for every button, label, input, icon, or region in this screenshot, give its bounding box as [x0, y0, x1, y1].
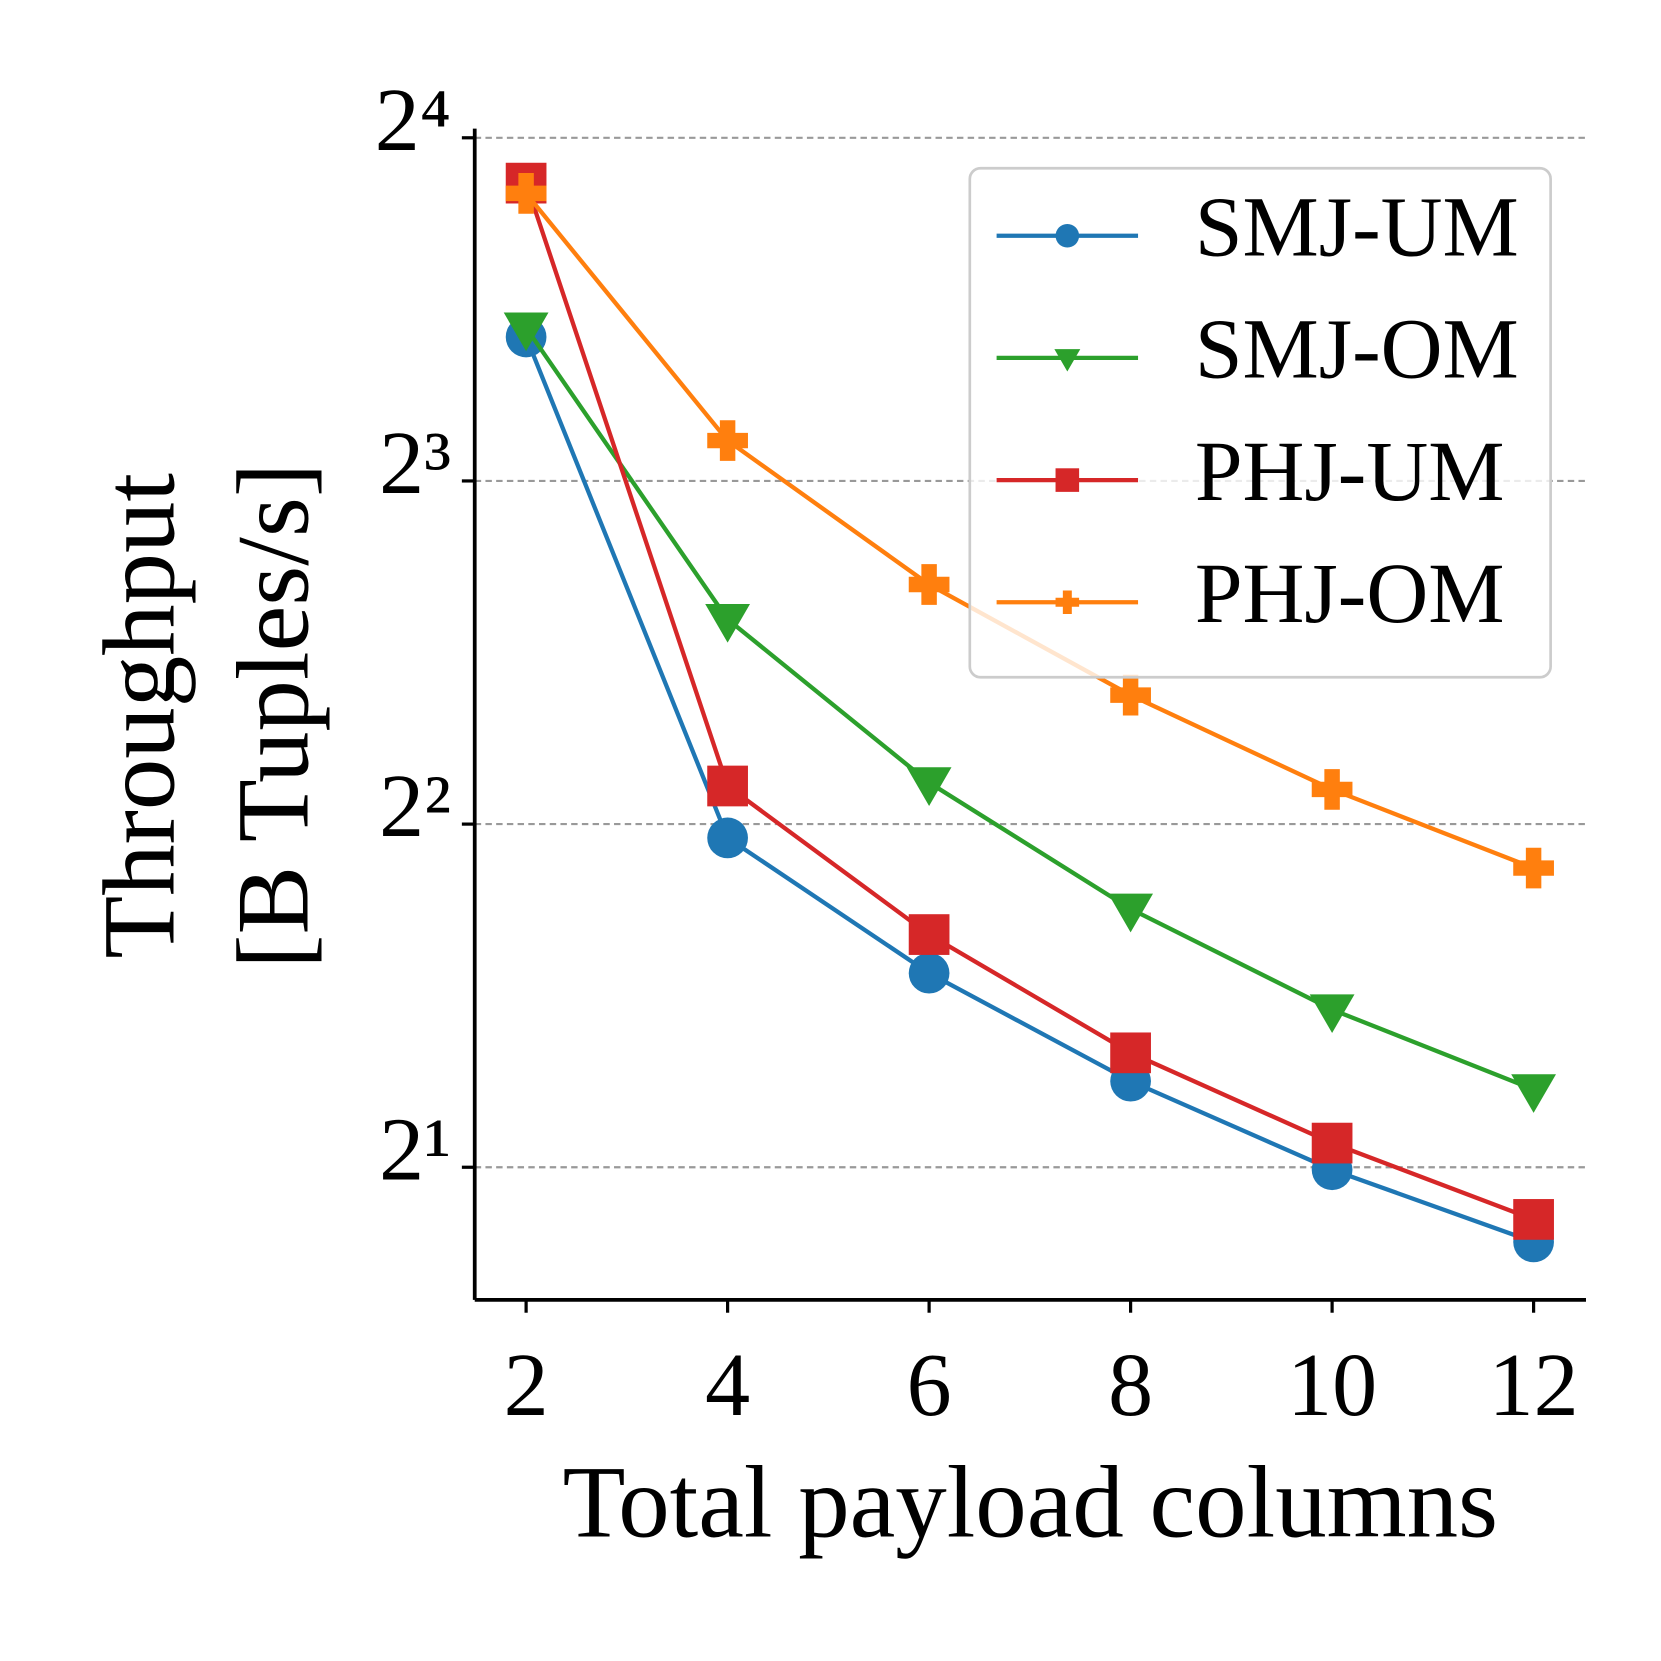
- marker: [1055, 468, 1080, 492]
- legend-label: PHJ-OM: [1195, 546, 1505, 641]
- marker: [1311, 1122, 1353, 1164]
- x-tick-label: 12: [1489, 1336, 1579, 1435]
- marker: [1511, 1074, 1556, 1113]
- legend-frame: [968, 166, 1552, 679]
- marker: [908, 952, 950, 994]
- y-tick-label: 2¹: [379, 1100, 451, 1199]
- x-axis-label: Total payload columns: [563, 1446, 1498, 1560]
- x-tick-label: 8: [1108, 1336, 1153, 1435]
- marker: [1513, 847, 1554, 889]
- marker: [1055, 223, 1080, 248]
- marker: [1055, 590, 1080, 615]
- x-tick-label: 2: [504, 1336, 549, 1435]
- legend-label: SMJ-OM: [1195, 302, 1519, 397]
- x-tick-label: 10: [1287, 1336, 1377, 1435]
- series-line: [524, 326, 1535, 1092]
- marker: [505, 173, 547, 214]
- series-line: [524, 336, 1535, 1244]
- marker: [1309, 994, 1355, 1034]
- marker: [1110, 674, 1151, 716]
- marker: [908, 914, 950, 955]
- legend-label: SMJ-UM: [1195, 179, 1519, 274]
- marker: [1110, 1032, 1151, 1074]
- marker: [705, 603, 751, 643]
- marker: [1311, 769, 1353, 810]
- marker: [906, 767, 952, 806]
- marker: [707, 420, 748, 461]
- x-tick-label: 6: [907, 1336, 952, 1435]
- marker: [503, 312, 549, 352]
- marker: [1108, 893, 1153, 933]
- y-axis-label: [B Tuples/s]: [217, 463, 331, 969]
- y-tick-label: 2³: [379, 414, 451, 513]
- series-line: [524, 182, 1535, 1222]
- marker: [1054, 349, 1081, 372]
- marker: [707, 817, 748, 859]
- y-tick-label: 2⁴: [375, 71, 451, 170]
- y-axis-label: Throughput: [83, 473, 197, 959]
- legend: SMJ-UM SMJ-OM PHJ-UM PHJ-OM: [968, 166, 1552, 679]
- x-tick-label: 4: [705, 1336, 750, 1435]
- y-tick-label: 2²: [379, 757, 451, 856]
- marker: [1513, 1199, 1554, 1240]
- legend-label: PHJ-UM: [1195, 424, 1505, 519]
- marker: [908, 564, 950, 605]
- marker: [707, 765, 748, 807]
